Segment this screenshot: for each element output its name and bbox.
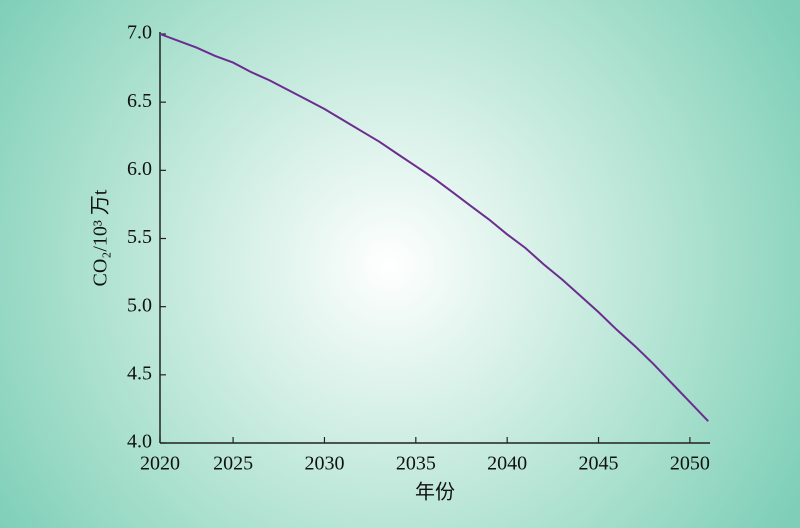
y-tick-label: 4.5 xyxy=(127,362,152,384)
y-tick-label: 7.0 xyxy=(127,22,152,44)
x-tick-label: 2035 xyxy=(396,453,436,475)
y-tick-label: 6.0 xyxy=(127,158,152,180)
x-axis-label: 年份 xyxy=(415,481,455,504)
line xyxy=(159,33,709,422)
x-tick-label: 2030 xyxy=(304,453,344,475)
y-tick-label: 5.0 xyxy=(127,294,152,316)
y-axis-label: CO₂/10³ 万t xyxy=(90,189,112,286)
y-tick-label: 6.5 xyxy=(127,90,152,112)
x-tick-label: 2050 xyxy=(670,453,710,475)
y-tick-label: 4.0 xyxy=(127,431,152,453)
x-tick-label: 2040 xyxy=(487,453,527,475)
x-tick-label: 2020 xyxy=(140,453,180,475)
y-tick-label: 5.5 xyxy=(127,226,152,248)
x-tick-label: 2045 xyxy=(579,453,619,475)
x-tick-label: 2025 xyxy=(213,453,253,475)
